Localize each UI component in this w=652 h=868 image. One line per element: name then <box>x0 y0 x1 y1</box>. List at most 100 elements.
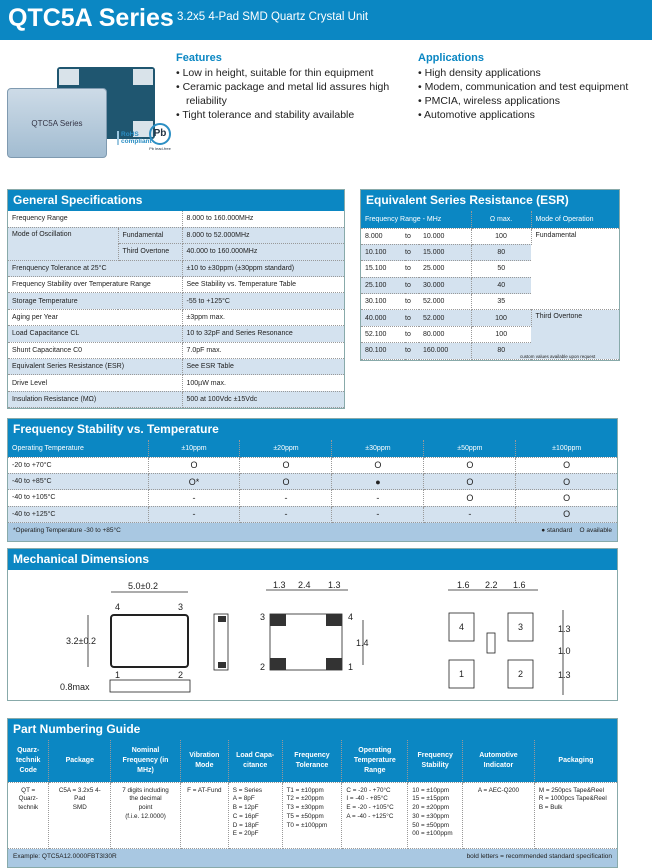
column-header: ±50ppm <box>423 440 517 458</box>
spec-label: Insulation Resistance (MΩ) <box>8 391 183 409</box>
part-code-cell: QT = Quarz- technik <box>8 782 50 849</box>
table-header: Operating Temperature ±10ppm ±20ppm ±30ppm ±… <box>8 440 617 458</box>
dim-pad: 1.3 <box>328 580 341 590</box>
mechanical-dimensions: Mechanical Dimensions 5.0±0.2 3.2±0.2 0.… <box>7 548 618 701</box>
dim-land: 1.3 <box>558 624 571 634</box>
freq-to-word: to <box>405 309 419 327</box>
mode: Fundamental <box>531 228 619 311</box>
stability-mark: O <box>239 473 333 491</box>
part-code-cell: C5A = 3.2x5 4-Pad SMD <box>48 782 112 849</box>
table-row: Frequency Stability over Temperature Ran… <box>8 276 344 294</box>
mode: Third Overtone <box>531 309 619 360</box>
stability-mark: O* <box>148 473 241 491</box>
legend-standard: ● standard <box>541 527 573 535</box>
spec-label: Frenquency Tolerance at 25°C <box>8 260 183 278</box>
part-code-cell: 7 digits including the decimal point (f.… <box>110 782 181 849</box>
table-row: 40.000 to 52.000 100 Third Overtone <box>361 309 619 360</box>
freq-to: 25.000 <box>419 260 472 278</box>
table-header: Quarz-technik Code Package Nominal Frequen… <box>8 740 617 783</box>
pin-label: 3 <box>260 612 265 622</box>
table-row: Shunt Capacitance C0 7.0pF max. <box>8 342 344 360</box>
section-title: Equivalent Series Resistance (ESR) <box>361 190 619 211</box>
stability-mark: - <box>148 506 241 524</box>
column-header: Load Capa-citance <box>228 740 283 783</box>
stability-mark: O <box>423 489 517 507</box>
stability-mark: O <box>239 457 333 474</box>
dim-pad: 2.4 <box>298 580 311 590</box>
table-row: -40 to +125°C - - - - O <box>8 506 617 524</box>
pin-label: 4 <box>115 602 120 612</box>
footnote: *Operating Temperature -30 to +85°C <box>13 527 121 535</box>
dim-height: 3.2±0.2 <box>66 636 96 646</box>
freq-to-word: to <box>405 277 419 295</box>
freq-to-word: to <box>405 342 419 360</box>
spec-label: Load Capacitance CL <box>8 325 183 343</box>
esr-max: 80 <box>471 342 531 360</box>
column-header: Frequency Tolerance <box>282 740 343 783</box>
lead-free-icon: Pb <box>149 123 171 145</box>
lead-free-badge: Pb Pb lead-free <box>147 123 173 151</box>
list-item: Low in height, suitable for thin equipme… <box>176 66 401 80</box>
esr-max: 35 <box>471 293 531 311</box>
temperature-range: -40 to +85°C <box>8 473 149 491</box>
freq-to-word: to <box>405 326 419 344</box>
spec-label: Storage Temperature <box>8 292 183 310</box>
dim-thickness: 0.8max <box>60 682 90 692</box>
pin-label: 2 <box>260 662 265 672</box>
column-header: Frequency Stability <box>407 740 464 783</box>
pin-label: 3 <box>178 602 183 612</box>
legend-available: O available <box>579 527 612 535</box>
part-code-cell: C = -20 - +70°C I = -40 - +85°C E = -20 … <box>341 782 409 849</box>
column-header: Quarz-technik Code <box>8 740 50 783</box>
column-header: Mode of Operation <box>531 211 619 229</box>
dim-land: 1.6 <box>513 580 526 590</box>
stability-mark: - <box>239 506 333 524</box>
spec-label: Frequency Range <box>8 211 183 228</box>
pin-label: 4 <box>459 622 464 632</box>
list-item: High density applications <box>418 66 652 80</box>
column-header: ±20ppm <box>239 440 333 458</box>
lead-free-badge-text: Pb lead-free <box>149 146 171 151</box>
spec-sublabel: Third Overtone <box>118 243 183 261</box>
spec-value: 500 at 100Vdc ±15Vdc <box>182 391 344 409</box>
dim-pad: 1.4 <box>356 638 369 648</box>
table-row: 80.100 to 160.000 80 <box>361 342 619 360</box>
pin-label: 1 <box>115 670 120 680</box>
freq-from: 40.000 <box>361 309 405 327</box>
column-header: Operating Temperature <box>8 440 149 458</box>
table-row: Frenquency Tolerance at 25°C ±10 to ±30pp… <box>8 260 344 278</box>
part-numbering-guide: Part Numbering Guide Quarz-technik Code P… <box>7 718 618 868</box>
freq-to: 160.000 <box>419 342 472 360</box>
stability-table: Frequency Stability vs. Temperature Oper… <box>7 418 618 543</box>
table-header: Frequency Range - MHz Ω max. Mode of Opera… <box>361 211 619 229</box>
list-item: PMCIA, wireless applications <box>418 94 652 108</box>
spec-value: 10 to 32pF and Series Resonance <box>182 325 344 343</box>
stability-mark: ● <box>331 473 425 491</box>
table-row: 52.100 to 80.000 100 <box>361 326 619 344</box>
spec-sublabel: Fundamental <box>118 227 183 245</box>
dimension-drawings: 5.0±0.2 3.2±0.2 0.8max 4 3 1 2 3 4 2 1 1… <box>60 580 571 695</box>
pin-label: 3 <box>518 622 523 632</box>
page-subtitle: 3.2x5 4-Pad SMD Quartz Crystal Unit <box>177 11 369 23</box>
section-title: Mechanical Dimensions <box>8 549 617 570</box>
bold-note: bold letters = recommended standard spec… <box>466 852 612 860</box>
spec-value: -55 to +125°C <box>182 292 344 310</box>
table-row: 15.100 to 25.000 50 <box>361 260 619 278</box>
part-example: Example: QTC5A12.0000FBT3I30R <box>13 852 117 860</box>
table-row: 8.000 to 10.000 100 Fundamental <box>361 228 619 311</box>
column-header: ±100ppm <box>515 440 617 458</box>
part-code-cell: A = AEC-Q200 <box>462 782 535 849</box>
table-row: Equivalent Series Resistance (ESR) See ES… <box>8 358 344 376</box>
table-row: Mode of Oscillation Fundamental 8.000 to 5… <box>8 227 344 261</box>
rohs-badge: RoHS compliant <box>117 131 152 145</box>
features: Features Low in height, suitable for thi… <box>176 52 401 122</box>
freq-to: 15.000 <box>419 244 472 262</box>
product-image: QTC5A Series RoHS compliant Pb Pb lead-f… <box>5 55 175 165</box>
spec-value: See ESR Table <box>182 358 344 376</box>
dim-pad: 1.3 <box>273 580 286 590</box>
spec-label: Aging per Year <box>8 309 183 327</box>
list-item: Tight tolerance and stability available <box>176 108 401 122</box>
spec-value: See Stability vs. Temperature Table <box>182 276 344 294</box>
column-header: Vibration Mode <box>180 740 229 783</box>
stability-mark: O <box>423 457 517 474</box>
